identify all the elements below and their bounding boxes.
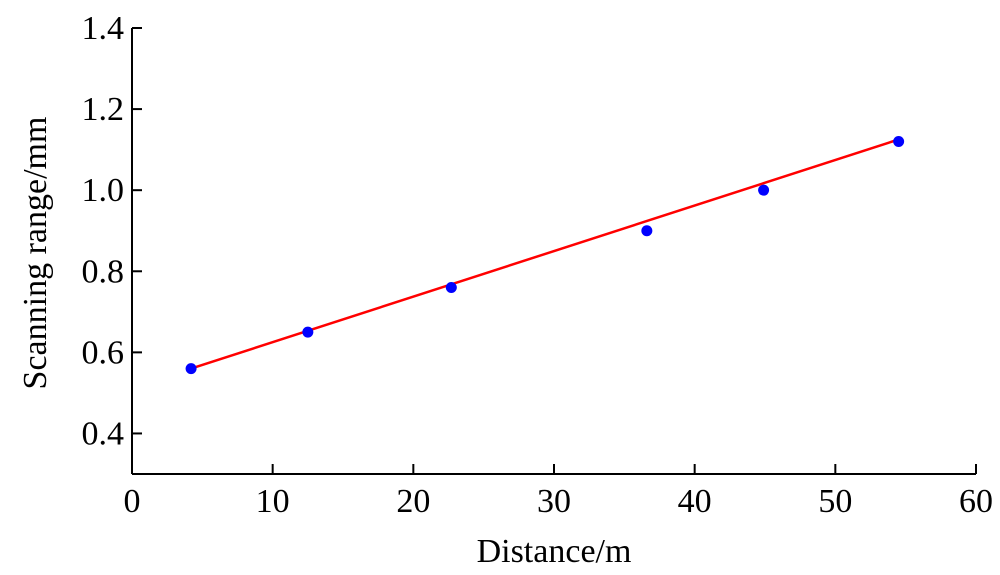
x-tick-label: 10 bbox=[256, 483, 290, 520]
data-point bbox=[185, 363, 197, 375]
data-point bbox=[893, 136, 905, 148]
y-tick-label: 1.2 bbox=[82, 91, 125, 128]
y-tick-label: 0.8 bbox=[82, 253, 125, 290]
data-point bbox=[302, 326, 314, 338]
axes: 0 10 20 30 40 50 60 0.4 0.6 0.8 1.0 1.2 1.4 bbox=[82, 10, 994, 520]
x-tick-label: 20 bbox=[396, 483, 430, 520]
y-tick-label: 1.4 bbox=[82, 10, 125, 47]
fit-line bbox=[190, 138, 900, 370]
y-tick-label: 0.4 bbox=[82, 415, 125, 452]
x-tick-label: 60 bbox=[959, 483, 993, 520]
x-tick-label: 30 bbox=[537, 483, 571, 520]
y-axis-title: Scanning range/mm bbox=[17, 117, 54, 390]
y-tick-label: 1.0 bbox=[82, 172, 125, 209]
data-point bbox=[445, 281, 457, 293]
data-point bbox=[758, 184, 770, 196]
x-tick-label: 0 bbox=[124, 483, 141, 520]
x-tick-label: 40 bbox=[678, 483, 712, 520]
y-tick-label: 0.6 bbox=[82, 334, 125, 371]
series-layer bbox=[185, 136, 905, 375]
x-tick-label: 50 bbox=[818, 483, 852, 520]
x-axis-title: Distance/m bbox=[477, 533, 632, 570]
data-point bbox=[641, 225, 653, 237]
